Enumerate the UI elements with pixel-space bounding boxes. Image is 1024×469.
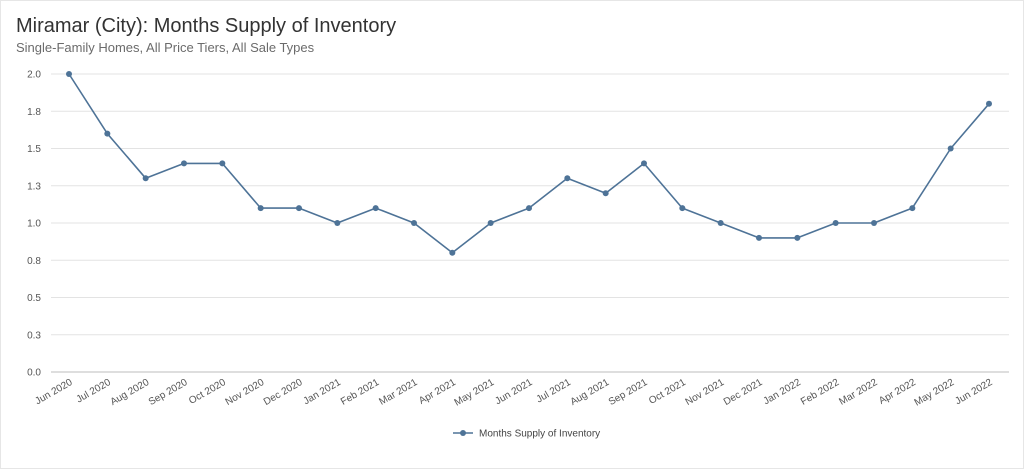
x-tick-label: Jun 2020	[33, 377, 75, 407]
x-tick-label: Nov 2020	[224, 377, 267, 408]
x-tick-label: May 2022	[913, 377, 957, 409]
x-tick-label: Dec 2020	[262, 377, 305, 408]
y-tick-label: 1.3	[27, 181, 41, 192]
data-point[interactable]	[679, 205, 686, 212]
series-layer	[66, 71, 992, 256]
data-point[interactable]	[411, 220, 417, 226]
y-tick-label: 0.8	[27, 256, 41, 267]
data-point[interactable]	[449, 249, 456, 256]
legend-marker	[460, 430, 466, 436]
chart-title: Miramar (City): Months Supply of Invento…	[16, 15, 397, 37]
data-point[interactable]	[871, 220, 877, 226]
x-tick-label: Oct 2020	[187, 377, 228, 407]
y-tick-label: 2.0	[27, 70, 41, 81]
data-point[interactable]	[219, 160, 226, 167]
data-point[interactable]	[832, 220, 839, 226]
x-tick-label: Sep 2020	[147, 377, 190, 408]
grid-lines	[51, 73, 1009, 373]
x-tick-label: Jan 2022	[762, 377, 804, 407]
series-line	[68, 73, 990, 254]
data-point[interactable]	[104, 130, 111, 137]
x-tick-label: Apr 2021	[417, 377, 458, 407]
data-point[interactable]	[717, 220, 724, 226]
x-tick-label: Mar 2021	[377, 377, 419, 408]
x-tick-label: Mar 2022	[837, 377, 879, 408]
x-tick-label: Oct 2021	[647, 377, 688, 407]
legend: Months Supply of Inventory	[453, 429, 600, 440]
x-tick-label: Jun 2021	[493, 377, 535, 407]
data-point[interactable]	[602, 190, 609, 197]
x-tick-label: Jan 2021	[302, 377, 344, 407]
data-point[interactable]	[909, 205, 916, 212]
x-tick-label: Dec 2021	[722, 377, 765, 408]
data-point[interactable]	[487, 220, 494, 226]
data-point[interactable]	[756, 234, 762, 241]
data-point[interactable]	[257, 205, 264, 212]
y-tick-label: 0.0	[27, 368, 41, 379]
y-tick-label: 1.5	[27, 144, 41, 155]
data-point[interactable]	[641, 160, 647, 167]
x-tick-label: Feb 2021	[339, 377, 381, 408]
data-point[interactable]	[334, 220, 341, 226]
y-axis-ticks: 0.0 0.3 0.5 0.8 1.0 1.3 1.5 1.8 2.0	[27, 70, 41, 379]
x-tick-label: Jul 2020	[75, 377, 114, 406]
data-point[interactable]	[947, 145, 954, 152]
data-point[interactable]	[181, 160, 187, 167]
data-point[interactable]	[564, 175, 571, 182]
x-tick-label: Apr 2022	[877, 377, 918, 407]
data-point[interactable]	[794, 234, 801, 241]
x-tick-label: May 2021	[453, 377, 497, 409]
chart-subtitle: Single-Family Homes, All Price Tiers, Al…	[16, 40, 315, 55]
data-point[interactable]	[986, 100, 992, 107]
x-tick-label: Feb 2022	[799, 377, 841, 408]
data-point[interactable]	[142, 175, 149, 182]
data-point[interactable]	[526, 205, 532, 212]
data-point[interactable]	[372, 205, 379, 212]
x-tick-label: Nov 2021	[684, 377, 727, 408]
x-tick-label: Jun 2022	[953, 377, 995, 407]
legend-label[interactable]: Months Supply of Inventory	[479, 429, 600, 440]
x-tick-label: Aug 2021	[569, 377, 612, 408]
x-tick-label: Jul 2021	[535, 377, 574, 406]
x-tick-label: Sep 2021	[607, 377, 650, 408]
y-tick-label: 0.3	[27, 330, 41, 341]
y-tick-label: 0.5	[27, 293, 41, 304]
y-tick-label: 1.0	[27, 219, 41, 230]
data-point[interactable]	[66, 71, 72, 77]
y-tick-label: 1.8	[27, 107, 41, 118]
x-tick-label: Aug 2020	[109, 377, 152, 408]
data-point[interactable]	[296, 205, 302, 212]
